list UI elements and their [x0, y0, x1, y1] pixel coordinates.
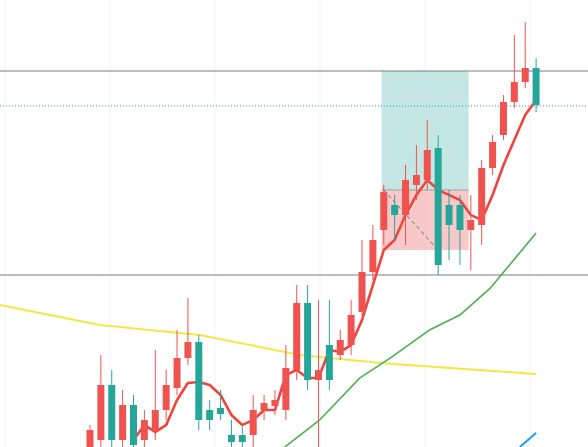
candle-body	[314, 370, 322, 380]
candle-body	[119, 405, 127, 440]
candle-body	[412, 175, 420, 185]
candle-body	[249, 410, 257, 435]
candle-body	[206, 410, 214, 420]
candle-body	[478, 168, 486, 225]
candle-body	[304, 303, 312, 380]
indicator-line	[132, 99, 538, 441]
indicator-line	[0, 304, 537, 375]
stop-zone	[381, 190, 469, 250]
candle-body	[130, 405, 138, 445]
candle-body	[325, 345, 333, 380]
indicator-line	[284, 232, 537, 447]
candle-body	[97, 385, 105, 440]
candle-body	[293, 303, 301, 370]
candle-body	[195, 342, 203, 420]
candle-body	[423, 150, 431, 180]
candle-body	[456, 205, 464, 230]
candle-body	[282, 368, 290, 410]
candle-body	[499, 102, 507, 135]
candle-body	[173, 358, 181, 388]
candle-body	[336, 340, 344, 355]
candle-body	[445, 205, 453, 225]
candle-body	[467, 220, 475, 230]
candle-body	[380, 192, 388, 230]
candle-body	[260, 403, 268, 410]
candle-body	[510, 82, 518, 102]
candle-body	[391, 205, 399, 215]
candle-body	[532, 68, 540, 105]
candle-body	[227, 435, 235, 442]
candle-body	[489, 142, 497, 168]
candle-body	[162, 385, 170, 410]
candle-body	[238, 435, 246, 442]
candle-body	[86, 430, 94, 447]
candle-body	[271, 400, 279, 406]
candle-body	[369, 240, 377, 272]
indicator-line	[519, 432, 537, 447]
candle-body	[347, 315, 355, 345]
candle-body	[358, 272, 366, 312]
candle-body	[151, 410, 159, 430]
candle-body	[521, 68, 529, 82]
candle-body	[217, 408, 225, 414]
candle-body	[184, 342, 192, 358]
candle-body	[140, 420, 148, 440]
candle-body	[434, 148, 442, 265]
candle-body	[108, 385, 116, 440]
candle-body	[402, 180, 410, 215]
